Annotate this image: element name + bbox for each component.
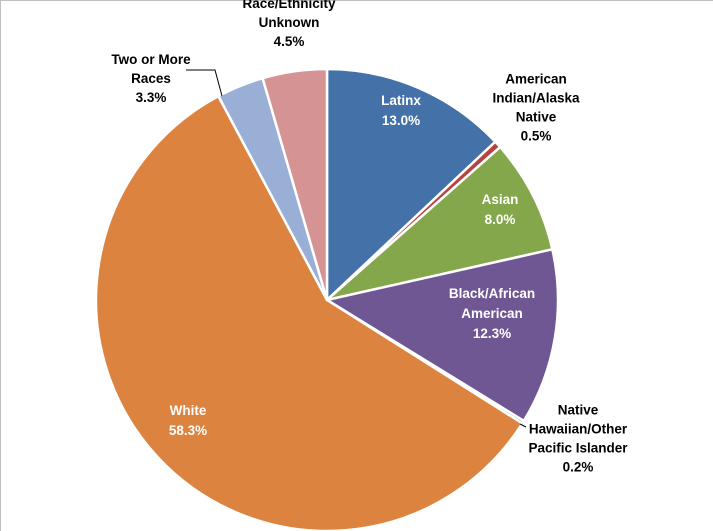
pie-slice-latinx <box>325 67 497 302</box>
pie-slices <box>94 67 560 531</box>
slice-label-two-or-more-races: Two or More Races 3.3% <box>111 52 191 105</box>
slice-label-black-african-american: Black/African American 12.3% <box>449 286 535 341</box>
slice-label-race-ethnicity-unknown: Race/Ethnicity Unknown 4.5% <box>242 0 336 49</box>
slice-label-native-hawaiian-other-pacific-islander: Native Hawaiian/Other Pacific Islander 0.2% <box>528 403 628 475</box>
slice-label-asian: Asian 8.0% <box>482 192 519 227</box>
slice-label-american-indian-alaska-native: American Indian/Alaska Native 0.5% <box>492 72 580 144</box>
pie-slice-race-ethnicity-unknown <box>261 67 329 302</box>
leader-lines <box>186 69 527 428</box>
pie-slice-white <box>94 94 524 531</box>
slice-label-latinx: Latinx 13.0% <box>381 93 421 128</box>
pie-slice-black-african-american <box>325 248 560 423</box>
leader-line <box>519 423 527 428</box>
slice-label-white: White 58.3% <box>169 403 207 438</box>
slice-labels: Latinx 13.0% American Indian/Alaska Native 0.… <box>111 0 628 475</box>
leader-line <box>186 69 223 97</box>
